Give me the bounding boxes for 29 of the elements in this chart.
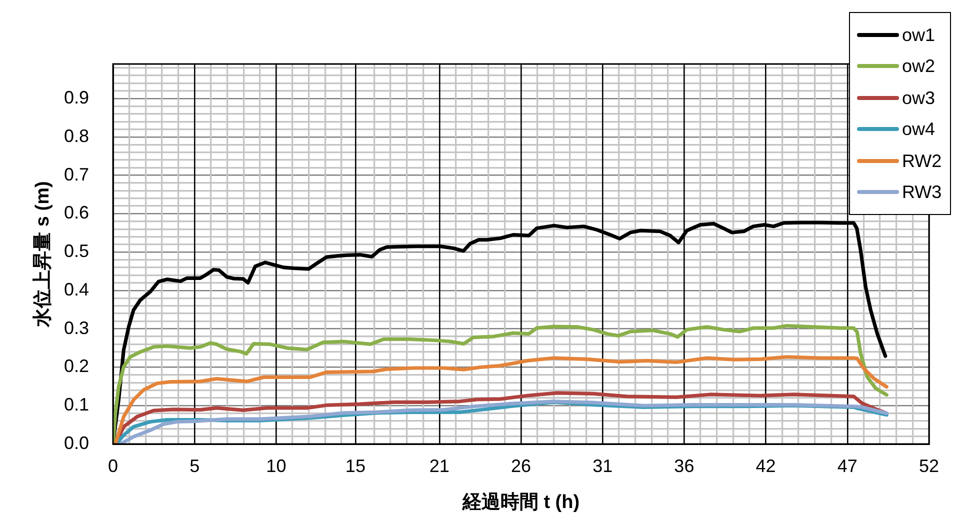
y-tick-label: 0.5 bbox=[64, 241, 89, 262]
y-tick-label: 0.0 bbox=[64, 432, 89, 453]
y-tick-label: 0.1 bbox=[64, 394, 89, 415]
legend-label: RW2 bbox=[902, 150, 942, 171]
x-tick-label: 10 bbox=[266, 456, 286, 476]
x-tick-label: 42 bbox=[756, 456, 776, 476]
x-tick-label: 5 bbox=[190, 456, 200, 476]
y-axis-title: 水位上昇量 s (m) bbox=[32, 181, 54, 328]
legend-label: ow1 bbox=[902, 24, 936, 45]
y-tick-label: 0.3 bbox=[64, 318, 89, 338]
legend-label: ow3 bbox=[902, 88, 936, 108]
x-tick-label: 36 bbox=[674, 456, 694, 476]
y-tick-label: 0.9 bbox=[64, 88, 89, 108]
legend-label: RW3 bbox=[902, 182, 942, 202]
x-tick-label: 21 bbox=[429, 456, 450, 476]
x-tick-label: 47 bbox=[837, 456, 858, 476]
y-tick-label: 0.7 bbox=[64, 164, 89, 184]
legend-label: ow2 bbox=[902, 56, 936, 76]
legend-label: ow4 bbox=[902, 119, 936, 140]
y-tick-label: 0.8 bbox=[64, 126, 89, 146]
y-tick-label: 0.6 bbox=[64, 202, 89, 223]
x-tick-label: 0 bbox=[108, 456, 118, 476]
x-tick-label: 31 bbox=[592, 456, 613, 476]
x-axis-title: 経過時間 t (h) bbox=[461, 490, 580, 513]
y-tick-label: 0.4 bbox=[64, 279, 89, 300]
x-tick-label: 52 bbox=[918, 456, 940, 476]
x-tick-label: 26 bbox=[510, 456, 532, 476]
x-tick-label: 15 bbox=[345, 456, 366, 476]
y-tick-label: 0.2 bbox=[64, 356, 89, 376]
